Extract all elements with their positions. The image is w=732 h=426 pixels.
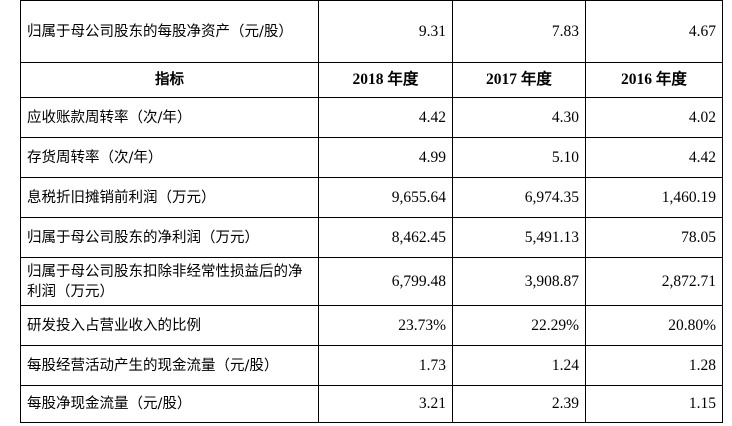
row-label: 归属于母公司股东的净利润（万元）: [20, 217, 319, 258]
table-row: 归属于母公司股东的每股净资产（元/股） 9.31 7.83 4.67: [20, 0, 723, 63]
value-cell: 3.21: [318, 385, 453, 423]
table-body: 归属于母公司股东的每股净资产（元/股） 9.31 7.83 4.67 指标 2018 年度…: [20, 0, 723, 423]
row-label: 归属于母公司股东扣除非经常性损益后的净利润（万元）: [20, 257, 319, 306]
value-cell: 4.42: [585, 137, 723, 178]
value-cell: 1.28: [585, 345, 723, 386]
row-label: 息税折旧摊销前利润（万元）: [20, 177, 319, 218]
table-row: 存货周转率（次/年） 4.99 5.10 4.42: [20, 137, 723, 178]
table-row: 归属于母公司股东的净利润（万元） 8,462.45 5,491.13 78.05: [20, 217, 723, 258]
table-row: 研发投入占营业收入的比例 23.73% 22.29% 20.80%: [20, 305, 723, 346]
value-cell: 4.42: [318, 97, 453, 138]
value-cell: 3,908.87: [452, 257, 586, 306]
value-cell: 23.73%: [318, 305, 453, 346]
value-cell: 9,655.64: [318, 177, 453, 218]
row-label: 应收账款周转率（次/年）: [20, 97, 319, 138]
table-container: 归属于母公司股东的每股净资产（元/股） 9.31 7.83 4.67 指标 2018 年度…: [20, 0, 723, 423]
table-row: 息税折旧摊销前利润（万元） 9,655.64 6,974.35 1,460.19: [20, 177, 723, 218]
table-row: 每股经营活动产生的现金流量（元/股） 1.73 1.24 1.28: [20, 345, 723, 386]
value-cell: 8,462.45: [318, 217, 453, 258]
value-cell: 9.31: [318, 0, 453, 63]
row-label: 每股净现金流量（元/股）: [20, 385, 319, 423]
table-row: 每股净现金流量（元/股） 3.21 2.39 1.15: [20, 385, 723, 423]
row-label: 归属于母公司股东的每股净资产（元/股）: [20, 0, 319, 63]
table-row: 指标 2018 年度 2017 年度 2016 年度: [20, 62, 723, 98]
header-cell: 2016 年度: [585, 62, 723, 98]
value-cell: 4.99: [318, 137, 453, 178]
value-cell: 1,460.19: [585, 177, 723, 218]
header-cell: 2018 年度: [318, 62, 453, 98]
value-cell: 4.02: [585, 97, 723, 138]
value-cell: 5,491.13: [452, 217, 586, 258]
value-cell: 7.83: [452, 0, 586, 63]
value-cell: 6,974.35: [452, 177, 586, 218]
value-cell: 1.24: [452, 345, 586, 386]
value-cell: 5.10: [452, 137, 586, 178]
value-cell: 6,799.48: [318, 257, 453, 306]
header-cell: 指标: [20, 62, 319, 98]
table-row: 归属于母公司股东扣除非经常性损益后的净利润（万元） 6,799.48 3,908.8…: [20, 257, 723, 306]
table-row: 应收账款周转率（次/年） 4.42 4.30 4.02: [20, 97, 723, 138]
value-cell: 4.30: [452, 97, 586, 138]
value-cell: 1.73: [318, 345, 453, 386]
value-cell: 2.39: [452, 385, 586, 423]
value-cell: 1.15: [585, 385, 723, 423]
financial-table: 归属于母公司股东的每股净资产（元/股） 9.31 7.83 4.67 指标 2018 年度…: [20, 0, 723, 423]
row-label: 每股经营活动产生的现金流量（元/股）: [20, 345, 319, 386]
header-cell: 2017 年度: [452, 62, 586, 98]
value-cell: 20.80%: [585, 305, 723, 346]
value-cell: 78.05: [585, 217, 723, 258]
value-cell: 4.67: [585, 0, 723, 63]
value-cell: 2,872.71: [585, 257, 723, 306]
value-cell: 22.29%: [452, 305, 586, 346]
row-label: 存货周转率（次/年）: [20, 137, 319, 178]
row-label: 研发投入占营业收入的比例: [20, 305, 319, 346]
